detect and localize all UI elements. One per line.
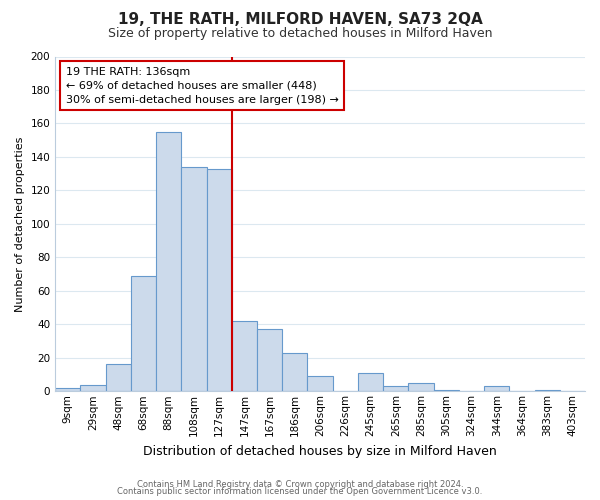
X-axis label: Distribution of detached houses by size in Milford Haven: Distribution of detached houses by size … — [143, 444, 497, 458]
Bar — [206, 168, 232, 392]
Text: Contains HM Land Registry data © Crown copyright and database right 2024.: Contains HM Land Registry data © Crown c… — [137, 480, 463, 489]
Bar — [535, 390, 560, 392]
Bar — [80, 384, 106, 392]
Bar — [383, 386, 409, 392]
Bar — [484, 386, 509, 392]
Text: 19 THE RATH: 136sqm
← 69% of detached houses are smaller (448)
30% of semi-detac: 19 THE RATH: 136sqm ← 69% of detached ho… — [66, 66, 338, 104]
Bar — [181, 167, 206, 392]
Bar — [358, 373, 383, 392]
Bar — [257, 330, 282, 392]
Bar — [307, 376, 332, 392]
Y-axis label: Number of detached properties: Number of detached properties — [15, 136, 25, 312]
Bar — [131, 276, 156, 392]
Bar — [434, 390, 459, 392]
Bar — [156, 132, 181, 392]
Bar — [55, 388, 80, 392]
Text: Contains public sector information licensed under the Open Government Licence v3: Contains public sector information licen… — [118, 488, 482, 496]
Bar — [106, 364, 131, 392]
Bar — [282, 353, 307, 392]
Bar — [409, 383, 434, 392]
Bar — [232, 321, 257, 392]
Text: Size of property relative to detached houses in Milford Haven: Size of property relative to detached ho… — [108, 28, 492, 40]
Text: 19, THE RATH, MILFORD HAVEN, SA73 2QA: 19, THE RATH, MILFORD HAVEN, SA73 2QA — [118, 12, 482, 28]
